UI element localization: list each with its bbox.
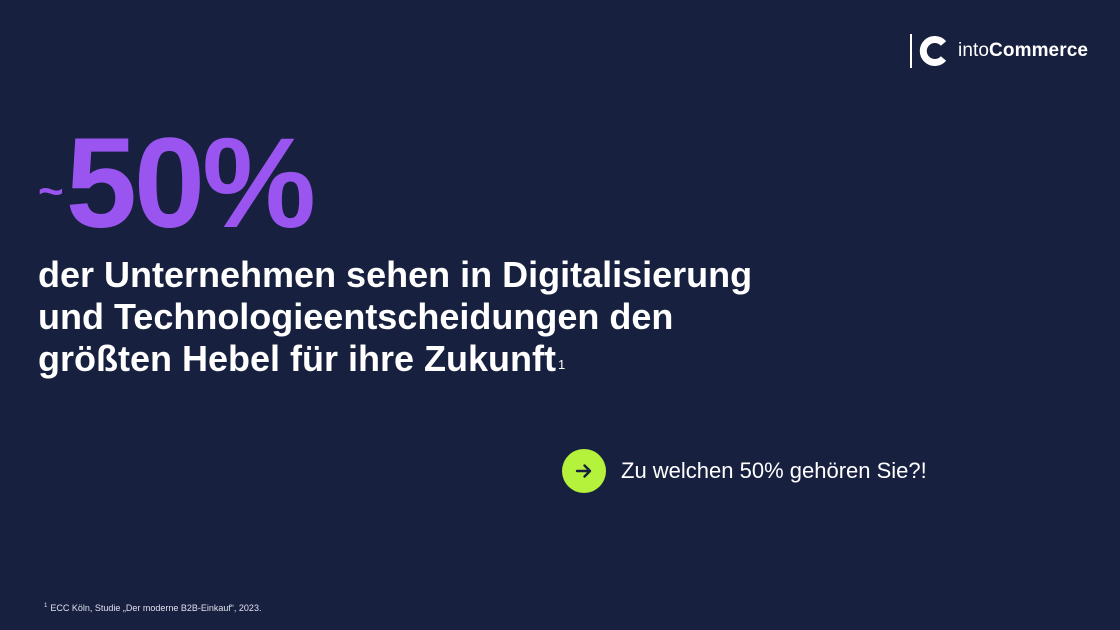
logo-text-light: into	[958, 40, 990, 61]
headline-footnote-marker: 1	[558, 357, 566, 372]
logo-c-icon	[919, 36, 947, 66]
cta-button[interactable]	[562, 449, 606, 493]
logo-wordmark: intoCommerce	[958, 40, 1088, 62]
cta-label[interactable]: Zu welchen 50% gehören Sie?!	[621, 458, 927, 483]
footnote: 1 ECC Köln, Studie „Der moderne B2B-Einka…	[44, 603, 261, 613]
logo-divider	[910, 34, 912, 68]
arrow-right-icon	[575, 464, 592, 478]
headline-line-1: der Unternehmen sehen in Digitalisierung	[38, 254, 753, 295]
statistic: ~ 50%	[38, 112, 316, 255]
statistic-prefix: ~	[38, 167, 64, 216]
brand-logo: intoCommerce	[910, 33, 1088, 69]
logo-text-bold: Commerce	[989, 40, 1089, 61]
footnote-text: ECC Köln, Studie „Der moderne B2B-Einkau…	[50, 603, 262, 613]
footnote-marker: 1	[44, 603, 48, 609]
headline: der Unternehmen sehen in Digitalisierung…	[38, 254, 878, 380]
cta-link[interactable]: Zu welchen 50% gehören Sie?!	[562, 449, 927, 493]
headline-line-2: und Technologieentscheidungen den	[38, 296, 674, 337]
statistic-value: 50%	[65, 112, 316, 255]
headline-line-3: größten Hebel für ihre Zukunft	[38, 338, 556, 379]
